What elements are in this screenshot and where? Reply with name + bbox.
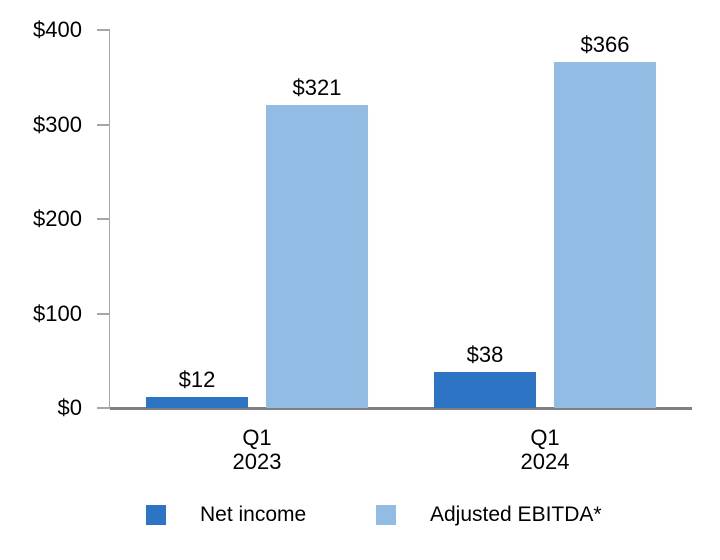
x-category-label-line: Q1: [242, 425, 272, 450]
legend-label-net-income: Net income: [200, 503, 307, 526]
y-tick-label: $300: [33, 111, 82, 137]
bar-value-label-adjusted-ebitda-q1-2023: $321: [292, 75, 342, 100]
bar-value-label-net-income-q1-2024: $38: [466, 342, 504, 367]
x-category-label-line: Q1: [530, 425, 560, 450]
legend-swatch-adjusted-ebitda: [376, 505, 396, 525]
y-tick-label: $100: [33, 300, 82, 326]
bar-net-income-q1-2024: [434, 372, 536, 408]
bar-value-label-adjusted-ebitda-q1-2024: $366: [580, 32, 630, 57]
bar-adjusted-ebitda-q1-2024: [554, 62, 656, 408]
y-tick-label: $0: [57, 395, 82, 420]
legend-swatch-net-income: [146, 505, 166, 525]
y-tick-mark: [97, 312, 110, 315]
bar-value-label-net-income-q1-2023: $12: [178, 367, 216, 392]
x-axis-line: [110, 407, 692, 410]
legend-label-adjusted-ebitda: Adjusted EBITDA*: [430, 503, 602, 526]
x-category-label-line: 2024: [520, 449, 570, 474]
bar-net-income-q1-2023: [146, 397, 248, 408]
x-category-label-q1-2023: Q1 2023: [197, 426, 317, 474]
x-category-label-line: 2023: [232, 449, 282, 474]
y-tick-mark: [97, 218, 110, 220]
x-category-label-q1-2024: Q1 2024: [485, 426, 605, 474]
y-tick-label: $200: [33, 206, 82, 231]
y-tick-mark: [97, 407, 110, 409]
bar-adjusted-ebitda-q1-2023: [266, 105, 368, 408]
y-tick-mark: [97, 123, 110, 126]
y-tick-label: $400: [33, 17, 82, 42]
y-tick-mark: [97, 29, 110, 31]
